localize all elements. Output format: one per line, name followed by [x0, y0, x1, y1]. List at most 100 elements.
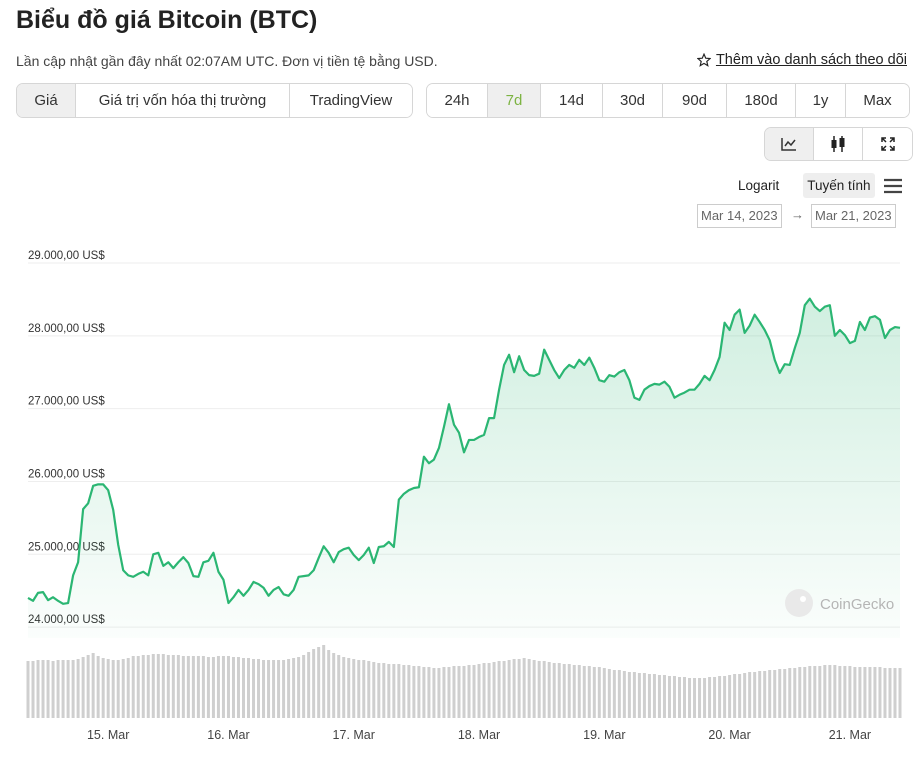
volume-bar — [367, 661, 371, 718]
volume-bar — [231, 657, 235, 718]
watermark-logo — [785, 589, 813, 617]
volume-bar — [372, 662, 376, 718]
range-tab[interactable]: 90d — [663, 84, 727, 117]
volume-bar — [733, 674, 737, 718]
volume-bar — [131, 656, 135, 718]
candlestick-button[interactable] — [814, 128, 863, 160]
star-icon — [696, 53, 711, 67]
volume-bar — [362, 660, 366, 718]
volume-bar — [442, 667, 446, 718]
volume-bar — [652, 674, 656, 718]
volume-bar — [287, 659, 291, 718]
volume-bar — [161, 654, 165, 718]
volume-bar — [632, 672, 636, 718]
volume-bar — [31, 661, 35, 718]
volume-bar — [116, 660, 120, 718]
log-button[interactable]: Logarit — [738, 178, 780, 193]
date-arrow: → — [791, 207, 804, 222]
range-tab[interactable]: 24h — [427, 84, 488, 117]
volume-bar — [863, 667, 867, 718]
volume-bar — [41, 660, 45, 718]
volume-bar — [693, 678, 697, 718]
price-line — [27, 297, 901, 605]
volume-bar — [738, 674, 742, 718]
volume-bar — [297, 657, 301, 718]
data-type-tab[interactable]: TradingView — [290, 84, 412, 117]
x-tick-label: 15. Mar — [87, 728, 129, 742]
menu-icon[interactable] — [883, 178, 903, 194]
volume-bar — [81, 657, 85, 718]
volume-bar — [216, 656, 220, 718]
volume-bar — [76, 659, 80, 718]
volume-bar — [262, 660, 266, 718]
volume-bar — [327, 650, 331, 718]
volume-bar — [838, 666, 842, 718]
volume-bar — [347, 658, 351, 718]
data-type-tabs: Giá Giá trị vốn hóa thị trường TradingView — [16, 83, 413, 118]
volume-bar — [572, 665, 576, 718]
volume-bar — [843, 666, 847, 718]
range-tab[interactable]: Max — [846, 84, 909, 117]
volume-bar — [252, 659, 256, 718]
volume-bar — [462, 666, 466, 718]
volume-bar — [26, 661, 30, 718]
volume-bar — [402, 665, 406, 718]
volume-bar — [818, 666, 822, 718]
volume-bar — [101, 658, 105, 718]
volume-bar — [56, 660, 60, 718]
volume-bar — [211, 657, 215, 718]
date-from[interactable]: Mar 14, 2023 — [697, 204, 782, 228]
volume-bar — [337, 655, 341, 718]
volume-bar — [683, 677, 687, 718]
expand-icon — [880, 137, 895, 151]
volume-bar — [482, 663, 486, 718]
linear-button[interactable]: Tuyến tính — [803, 173, 875, 198]
volume-bar — [878, 667, 882, 718]
volume-bar — [247, 658, 251, 718]
volume-bar — [502, 661, 506, 718]
volume-bar — [322, 645, 326, 718]
range-tab[interactable]: 1y — [796, 84, 846, 117]
volume-bar — [622, 671, 626, 718]
range-tab[interactable]: 180d — [727, 84, 796, 117]
volume-bar — [898, 668, 902, 718]
volume-bar — [748, 672, 752, 718]
volume-bar — [532, 660, 536, 718]
volume-bar — [36, 660, 40, 718]
watchlist-link[interactable]: Thêm vào danh sách theo dõi — [696, 52, 907, 68]
data-type-tab[interactable]: Giá trị vốn hóa thị trường — [76, 84, 290, 117]
volume-bar — [126, 658, 130, 718]
volume-bar — [803, 667, 807, 718]
volume-bar — [512, 659, 516, 718]
chart-style-buttons — [764, 127, 913, 161]
range-tab[interactable]: 7d — [488, 84, 541, 117]
volume-bar — [773, 670, 777, 718]
volume-bar — [171, 655, 175, 718]
volume-bar — [201, 656, 205, 718]
volume-bar — [377, 663, 381, 718]
volume-bar — [186, 656, 190, 718]
date-to[interactable]: Mar 21, 2023 — [811, 204, 896, 228]
volume-bar — [121, 659, 125, 718]
volume-bar — [763, 671, 767, 718]
volume-bar — [282, 660, 286, 718]
volume-bar — [226, 656, 230, 718]
fullscreen-button[interactable] — [863, 128, 912, 160]
range-tab[interactable]: 14d — [541, 84, 603, 117]
volume-bar — [156, 654, 160, 718]
volume-bar — [497, 661, 501, 718]
line-chart-button[interactable] — [765, 128, 814, 160]
y-tick-label: 27.000,00 US$ — [28, 396, 105, 408]
volume-bar — [507, 660, 511, 718]
volume-bar — [657, 675, 661, 718]
volume-bar — [587, 666, 591, 718]
page-title: Biểu đồ giá Bitcoin (BTC) — [16, 6, 318, 34]
volume-bar — [332, 653, 336, 718]
volume-bar — [713, 677, 717, 718]
range-tab[interactable]: 30d — [603, 84, 663, 117]
volume-bar — [422, 667, 426, 718]
watermark: CoinGecko — [820, 596, 894, 613]
volume-bar — [883, 668, 887, 718]
data-type-tab[interactable]: Giá — [17, 84, 76, 117]
volume-bar — [667, 676, 671, 718]
